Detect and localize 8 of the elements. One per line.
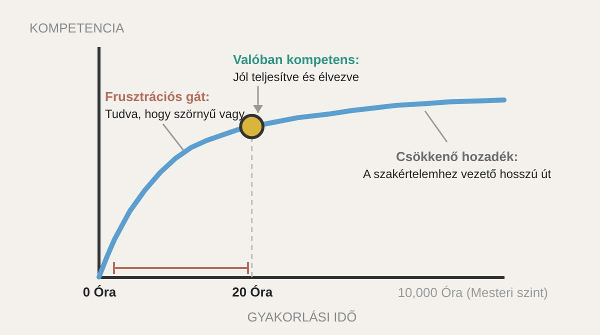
annotation: Frusztrációs gát: Tudva, hogy szörnyű vagy [105, 89, 245, 121]
text: Valóban kompetens: Jól teljesítve és élvezve [233, 52, 360, 84]
x-axis-title: GYAKORLÁSI IDŐ [247, 310, 357, 324]
x-tick-label: 0 Óra [82, 284, 117, 300]
x-tick-label: 20 Óra [232, 284, 274, 300]
y-axis-title: KOMPETENCIA [30, 20, 124, 36]
text: 10,000 Óra (Mesteri szint) [398, 285, 548, 300]
annotation: Csökkenő hozadék: A szakértelemhez vezető hosszú út [362, 149, 552, 181]
